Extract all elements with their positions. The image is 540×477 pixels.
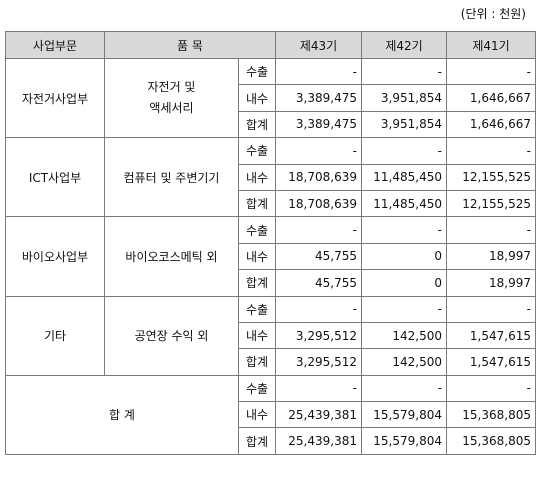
value-cell: 3,951,854 [361,110,447,139]
sub-label-domestic: 내수 [238,321,276,350]
sub-label-export: 수출 [238,216,276,244]
value-cell: - [446,137,536,165]
value-cell: 45,755 [275,269,362,297]
value-cell: 11,485,450 [361,189,447,218]
value-cell: - [446,57,536,86]
table-row: 자전거사업부 자전거 및 액세서리 수출 - - - [5,57,536,139]
table-row: 기타 공연장 수익 외 수출 - - - [5,295,536,376]
value-cell: 3,951,854 [361,84,447,112]
header-y41: 제41기 [446,31,536,59]
value-cell: 25,439,381 [275,427,362,455]
sub-label-domestic: 내수 [238,401,276,429]
value-cell: 45,755 [275,242,362,271]
table-row: 합계 3,389,475 3,951,854 1,646,667 [6,110,536,139]
table-row: 내수 18,708,639 11,485,450 12,155,525 [6,163,536,191]
sub-label-total: 합계 [238,348,276,376]
sub-label-total: 합계 [238,110,276,139]
product-line: 액세서리 [149,101,194,116]
value-cell: 12,155,525 [446,163,536,191]
value-cell: 11,485,450 [361,163,447,191]
value-cell: - [361,295,447,323]
value-cell: - [275,137,362,165]
value-cell: 15,368,805 [446,401,536,429]
value-cell: 18,997 [446,242,536,271]
sub-label-total: 합계 [238,269,276,297]
value-cell: 3,295,512 [275,348,362,376]
division-cell: ICT사업부 [5,137,105,218]
value-cell: 0 [361,269,447,297]
value-cell: 1,646,667 [446,110,536,139]
value-cell: 15,579,804 [361,427,447,455]
value-cell: 142,500 [361,321,447,350]
sub-label-export: 수출 [238,137,276,165]
product-cell: 자전거 및 액세서리 [104,57,239,139]
value-cell: 15,579,804 [361,401,447,429]
value-cell: 18,997 [446,269,536,297]
value-cell: - [361,374,447,403]
table-row: 합계 18,708,639 11,485,450 12,155,525 [6,189,536,218]
value-cell: 25,439,381 [275,401,362,429]
value-cell: 3,389,475 [275,84,362,112]
product-line: 자전거 및 [147,80,196,95]
header-y42: 제42기 [361,31,447,59]
table-row: 합 계 수출 - - - [5,374,536,455]
sub-label-total: 합계 [238,427,276,455]
division-cell: 바이오사업부 [5,216,105,297]
header-y43: 제43기 [275,31,362,59]
unit-label: (단위 : 천원) [460,7,526,21]
sub-label-total: 합계 [238,189,276,218]
sub-label-domestic: 내수 [238,242,276,271]
value-cell: 0 [361,242,447,271]
value-cell: - [361,216,447,244]
value-cell: - [361,57,447,86]
header-row: 사업부문 품 목 제43기 제42기 제41기 [5,31,536,59]
value-cell: 3,389,475 [275,110,362,139]
grand-total-label: 합 계 [5,374,239,455]
value-cell: - [275,57,362,86]
value-cell: - [446,295,536,323]
header-division: 사업부문 [5,31,105,59]
product-cell: 공연장 수익 외 [104,295,239,376]
value-cell: - [361,137,447,165]
value-cell: 15,368,805 [446,427,536,455]
table-row: 합계 25,439,381 15,579,804 15,368,805 [6,427,536,455]
table-row: 합계 3,295,512 142,500 1,547,615 [6,348,536,376]
value-cell: 12,155,525 [446,189,536,218]
product-cell: 바이오코스메틱 외 [104,216,239,297]
value-cell: 3,295,512 [275,321,362,350]
sub-label-export: 수출 [238,295,276,323]
table-row: 내수 45,755 0 18,997 [6,242,536,271]
value-cell: 18,708,639 [275,189,362,218]
product-cell: 컴퓨터 및 주변기기 [104,137,239,218]
value-cell: - [446,216,536,244]
division-cell: 기타 [5,295,105,376]
table-row: 내수 25,439,381 15,579,804 15,368,805 [6,401,536,429]
sub-label-domestic: 내수 [238,84,276,112]
table-row: 내수 3,389,475 3,951,854 1,646,667 [6,84,536,112]
value-cell: 18,708,639 [275,163,362,191]
table-row: ICT사업부 컴퓨터 및 주변기기 수출 - - - [5,137,536,218]
sub-label-export: 수출 [238,57,276,86]
value-cell: - [275,216,362,244]
value-cell: - [446,374,536,403]
value-cell: 1,547,615 [446,348,536,376]
division-cell: 자전거사업부 [5,57,105,139]
value-cell: - [275,295,362,323]
sales-table: 사업부문 품 목 제43기 제42기 제41기 자전거사업부 자전거 및 액세서… [5,31,536,455]
value-cell: 1,547,615 [446,321,536,350]
value-cell: - [275,374,362,403]
table-row: 바이오사업부 바이오코스메틱 외 수출 - - - [5,216,536,297]
sub-label-domestic: 내수 [238,163,276,191]
value-cell: 1,646,667 [446,84,536,112]
value-cell: 142,500 [361,348,447,376]
header-product: 품 목 [104,31,276,59]
sub-label-export: 수출 [238,374,276,403]
